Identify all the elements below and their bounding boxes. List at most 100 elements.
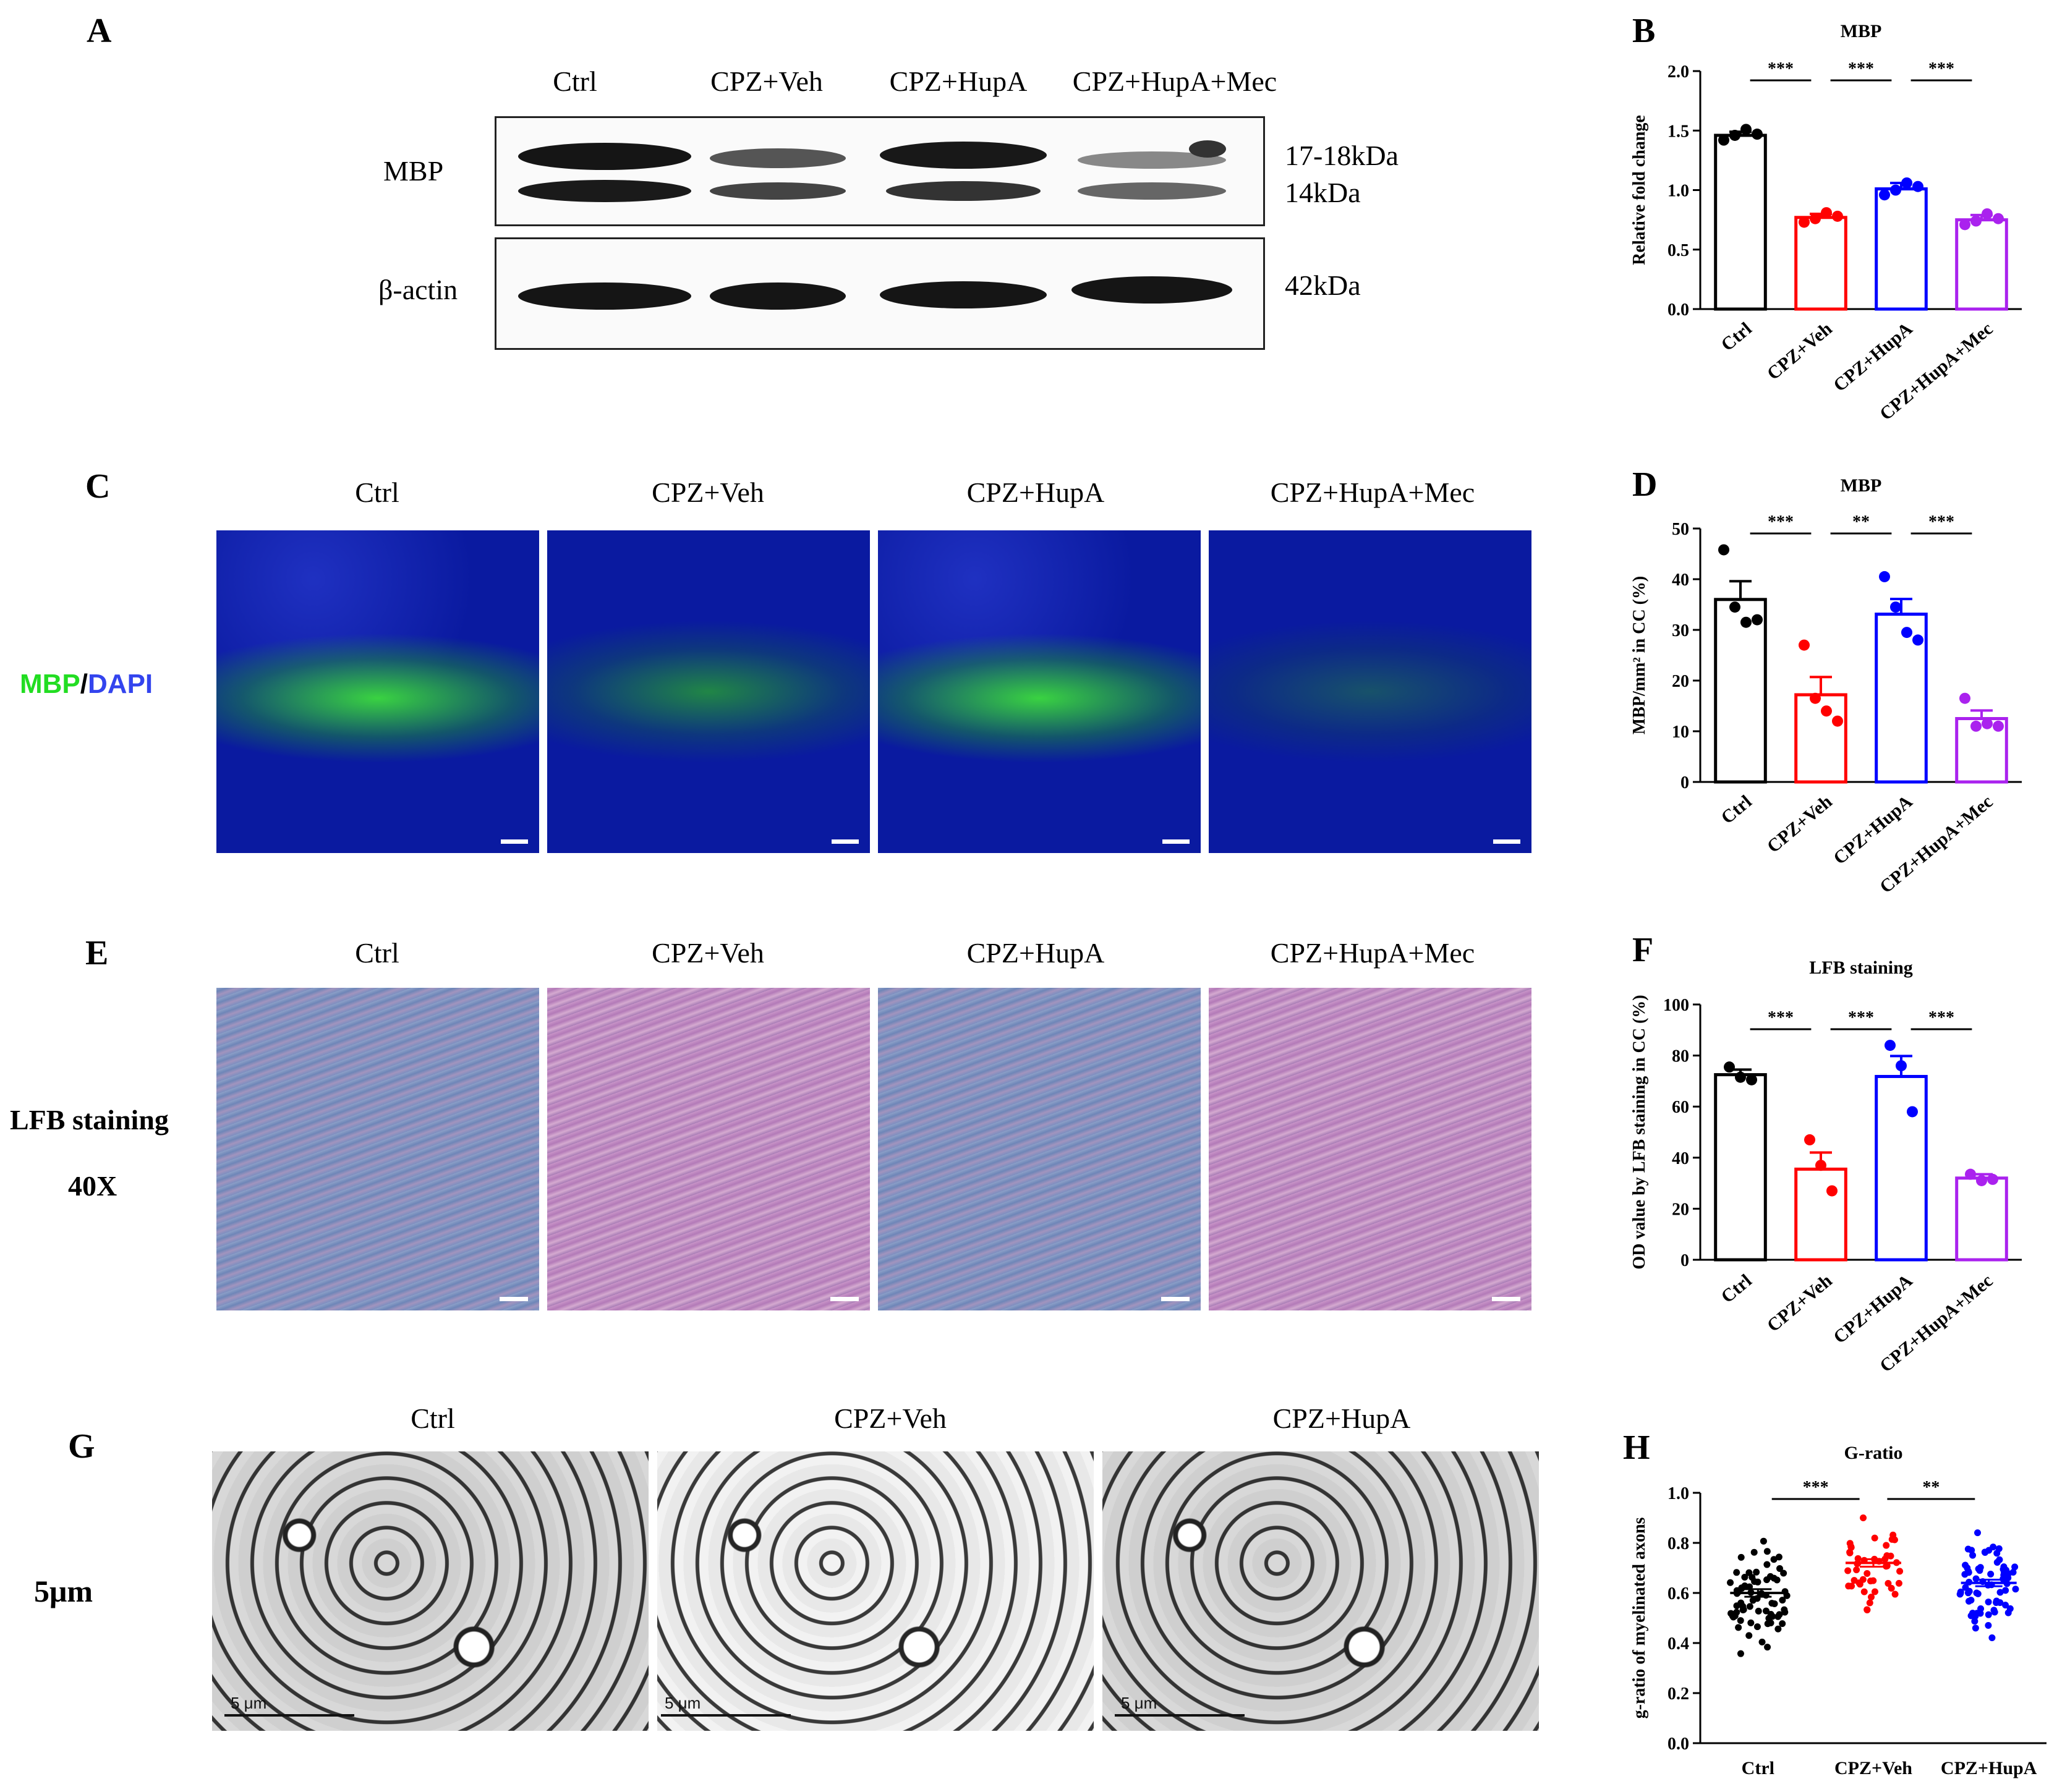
data-point [1996, 1599, 2004, 1607]
data-point [1735, 1624, 1742, 1631]
bar [1794, 693, 1847, 784]
data-point [1844, 1567, 1852, 1574]
bar [1875, 613, 1928, 784]
bar [1794, 216, 1847, 311]
mw-label-42: 42kDa [1285, 270, 1361, 301]
data-point [1737, 1599, 1745, 1607]
blot-group-label: CPZ+Veh [710, 66, 823, 97]
if-group-label: CPZ+HupA [966, 477, 1105, 508]
y-tick-label: 40 [1672, 571, 1689, 590]
mbp-blot-image [495, 116, 1265, 226]
scale-bar [1162, 839, 1190, 844]
y-tick-label: 1.0 [1668, 182, 1689, 201]
data-point [1776, 1611, 1783, 1618]
x-category-label: CPZ+HupA [1829, 1270, 1917, 1348]
bar [1875, 187, 1928, 311]
data-point [1774, 1625, 1782, 1633]
data-point [1959, 692, 1970, 704]
y-axis-label: Relative fold change [1630, 115, 1649, 265]
chart-h-g-ratio: G-ratio 0.0 0.2 0.4 0.6 0.8 1.0 g-ratio of myel… [1630, 1443, 2047, 1778]
data-point [1890, 601, 1901, 613]
data-point [1901, 177, 1912, 189]
data-point [1996, 1589, 2004, 1596]
data-point [1776, 1565, 1783, 1572]
data-point [1907, 1106, 1918, 1118]
y-axis-label: g-ratio of myelinated axons [1630, 1517, 1649, 1718]
scale-bar [501, 839, 528, 844]
x-category-label: CPZ+Veh [1834, 1758, 1912, 1778]
chart-title: G-ratio [1844, 1443, 1903, 1463]
chart-title: LFB staining [1809, 958, 1913, 978]
data-point [1912, 180, 1923, 192]
y-axis-label: MBP/mm² in CC (%) [1630, 576, 1649, 734]
x-category-label: Ctrl [1742, 1758, 1774, 1778]
data-point [1730, 1613, 1737, 1621]
data-point [1804, 1134, 1815, 1145]
data-point [1768, 1600, 1776, 1607]
scale-bar [830, 1297, 859, 1301]
data-point [1832, 210, 1843, 222]
data-point [1826, 1185, 1838, 1197]
scale-bar [500, 1297, 528, 1301]
data-point [1891, 1590, 1899, 1598]
lfb-group-label: CPZ+Veh [652, 937, 764, 969]
if-image-ctrl [216, 530, 539, 853]
em-image-cpz-veh: 5 μm [657, 1451, 1094, 1731]
data-point [1718, 134, 1729, 146]
lfb-image-cpz-veh [547, 988, 870, 1310]
data-point [1718, 544, 1729, 556]
y-tick-label: 100 [1663, 996, 1689, 1015]
x-category-label: CPZ+Veh [1763, 791, 1836, 857]
data-point [1987, 1173, 1998, 1185]
y-tick-label: 80 [1672, 1047, 1689, 1066]
data-point [1896, 1568, 1904, 1575]
panel-label-e: E [85, 934, 109, 972]
scale-bar [832, 839, 859, 844]
data-point [1753, 1568, 1760, 1576]
significance-stars: *** [1848, 1008, 1874, 1027]
data-point [1779, 1597, 1786, 1604]
mbp-bands [518, 140, 1226, 202]
data-point [1724, 1061, 1735, 1073]
bar [1714, 598, 1767, 784]
y-axis-label: OD value by LFB staining in CC (%) [1630, 995, 1649, 1269]
em-group-label: CPZ+HupA [1272, 1403, 1411, 1434]
data-point [1885, 1580, 1892, 1587]
data-point [1762, 1607, 1770, 1615]
bar [1714, 1073, 1767, 1262]
data-point [1755, 1607, 1762, 1615]
data-point [1854, 1555, 1862, 1562]
data-point [1779, 1620, 1786, 1628]
stain-separator: / [80, 669, 88, 699]
data-point [1896, 1060, 1907, 1072]
data-point [1982, 718, 1993, 729]
y-tick-label: 1.0 [1668, 1484, 1689, 1503]
data-point [2000, 1566, 2007, 1573]
scale-bar [1161, 1297, 1190, 1301]
significance-stars: *** [1928, 1008, 1954, 1027]
blot-group-label: CPZ+HupA+Mec [1072, 66, 1277, 97]
data-point [1848, 1582, 1855, 1590]
data-point [1799, 639, 1810, 651]
y-tick-label: 10 [1672, 723, 1689, 742]
y-tick-label: 0.0 [1668, 300, 1689, 320]
if-image-cpz-hupa [878, 530, 1201, 853]
data-point [1985, 1611, 1992, 1618]
data-point [1747, 1619, 1755, 1626]
data-point [1729, 129, 1740, 141]
data-point [1885, 1040, 1896, 1051]
x-category-label: Ctrl [1717, 791, 1755, 828]
data-point [1821, 207, 1832, 219]
data-point [1737, 1617, 1744, 1624]
data-point [1729, 601, 1740, 613]
panel-label-h: H [1623, 1429, 1650, 1467]
y-tick-label: 0.2 [1668, 1684, 1689, 1704]
y-tick-label: 0.6 [1668, 1584, 1689, 1603]
data-point [1781, 1608, 1789, 1616]
data-point [1760, 1537, 1767, 1545]
significance-stars: *** [1768, 59, 1794, 79]
data-point [1815, 1160, 1826, 1171]
data-point [1727, 1579, 1734, 1586]
bar [1794, 1167, 1847, 1262]
y-tick-label: 0 [1680, 1251, 1689, 1270]
